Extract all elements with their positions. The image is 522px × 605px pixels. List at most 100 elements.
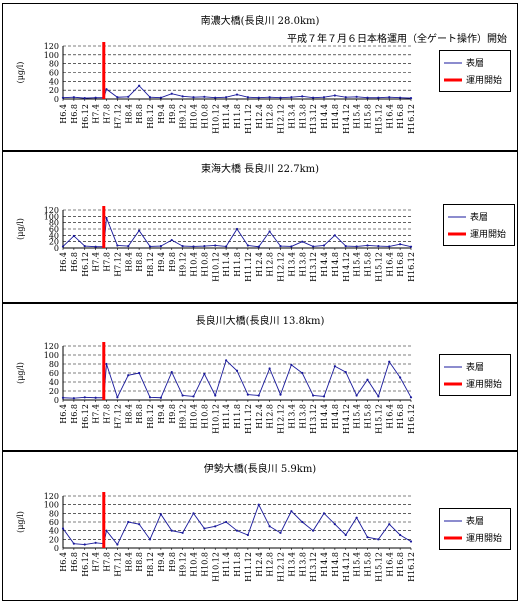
- x-tick-label: H8.8: [135, 552, 144, 572]
- chart-legend: 表層 運用開始: [443, 204, 515, 246]
- data-point: [312, 96, 315, 99]
- data-point: [170, 238, 173, 242]
- y-tick-label: 120: [44, 42, 59, 51]
- data-point: [257, 96, 260, 99]
- data-point: [312, 245, 315, 248]
- data-point: [409, 245, 413, 248]
- x-tick-label: H9.8: [168, 104, 177, 124]
- data-point: [181, 394, 184, 397]
- data-point: [257, 245, 260, 248]
- data-point: [159, 96, 162, 99]
- data-point: [225, 359, 228, 362]
- x-tick-label: H8.12: [146, 252, 155, 277]
- x-tick-label: H10.8: [200, 252, 209, 277]
- x-tick-label: H10.4: [190, 404, 199, 429]
- x-tick-label: H16.4: [385, 252, 394, 277]
- chart-title: 東海大橋 長良川 22.7km): [200, 164, 320, 175]
- x-tick-label: H10.4: [190, 252, 199, 277]
- data-point: [83, 543, 86, 546]
- x-tick-label: H8.4: [124, 104, 133, 124]
- y-tick-label: 120: [44, 342, 59, 351]
- series-line: [62, 359, 412, 399]
- x-tick-label: H6.4: [59, 252, 68, 272]
- data-point: [235, 369, 239, 372]
- x-tick-label: H8.12: [146, 104, 155, 129]
- x-tick-label: H11.8: [233, 104, 242, 129]
- data-point: [192, 245, 195, 248]
- x-tick-label: H11.12: [244, 404, 253, 434]
- x-tick-label: H15.12: [374, 252, 383, 282]
- x-tick-label: H15.8: [364, 252, 373, 277]
- data-point: [225, 96, 228, 99]
- x-tick-label: H10.12: [211, 552, 220, 582]
- data-point: [127, 374, 130, 377]
- data-point: [279, 531, 282, 534]
- y-tick-label: 60: [49, 225, 59, 234]
- data-point: [138, 523, 141, 526]
- data-point: [235, 529, 239, 532]
- x-tick-label: H10.12: [211, 252, 220, 282]
- x-tick-label: H7.12: [113, 404, 122, 429]
- x-tick-label: H15.8: [364, 104, 373, 129]
- data-point: [290, 96, 293, 99]
- x-tick-label: H6.8: [70, 104, 79, 124]
- x-tick-label: H8.4: [124, 552, 133, 572]
- data-point: [409, 396, 413, 399]
- x-tick-label: H13.8: [298, 552, 307, 577]
- data-point: [214, 525, 217, 528]
- x-tick-label: H14.12: [342, 404, 351, 434]
- y-axis-label: (μg/l): [16, 218, 25, 240]
- data-point: [116, 543, 119, 546]
- y-tick-label: 100: [44, 351, 59, 360]
- x-tick-label: H7.12: [113, 104, 122, 129]
- data-point: [290, 245, 293, 248]
- legend-line-icon: [448, 216, 466, 218]
- data-point: [192, 512, 195, 515]
- x-tick-label: H12.8: [266, 552, 275, 577]
- x-tick-label: H9.12: [179, 104, 188, 129]
- data-point: [377, 96, 380, 99]
- y-tick-label: 0: [54, 544, 59, 553]
- x-tick-label: H8.8: [135, 104, 144, 124]
- x-tick-label: H8.8: [135, 252, 144, 272]
- data-point: [366, 244, 369, 247]
- x-tick-label: H9.12: [179, 404, 188, 429]
- data-point: [246, 393, 249, 396]
- data-point: [105, 529, 108, 532]
- chart-panel-3: 長良川大橋(長良川 13.8km) 0 20 40 60 80 100 120 (μg/l) H…: [2, 303, 518, 451]
- data-point: [127, 245, 130, 248]
- data-point: [388, 360, 391, 363]
- data-point: [159, 245, 162, 248]
- data-point: [344, 96, 347, 99]
- y-tick-label: 40: [49, 378, 59, 387]
- series-line: [62, 503, 412, 546]
- x-tick-label: H12.12: [277, 104, 286, 134]
- y-tick-label: 20: [49, 86, 59, 95]
- x-tick-label: H9.4: [157, 404, 166, 424]
- x-tick-label: H15.12: [374, 552, 383, 582]
- data-point: [257, 394, 260, 397]
- data-point: [355, 245, 358, 248]
- y-tick-label: 20: [49, 238, 59, 247]
- data-point: [181, 245, 184, 248]
- data-point: [322, 96, 326, 99]
- data-point: [399, 533, 402, 537]
- x-tick-label: H11.12: [244, 252, 253, 282]
- data-point: [127, 95, 130, 98]
- x-tick-label: H10.8: [200, 552, 209, 577]
- x-tick-label: H7.4: [92, 104, 101, 124]
- x-tick-label: H16.8: [396, 104, 405, 129]
- data-point: [290, 363, 293, 366]
- data-point: [322, 395, 326, 398]
- data-point: [170, 92, 173, 95]
- x-tick-label: H8.4: [124, 252, 133, 272]
- x-tick-label: H13.12: [309, 404, 318, 434]
- data-point: [322, 512, 326, 515]
- data-point: [355, 95, 358, 98]
- chart-legend: 表層 運用開始: [439, 50, 511, 92]
- data-point: [235, 93, 239, 96]
- data-point: [235, 227, 239, 231]
- data-point: [225, 520, 228, 524]
- x-tick-label: H12.12: [277, 404, 286, 434]
